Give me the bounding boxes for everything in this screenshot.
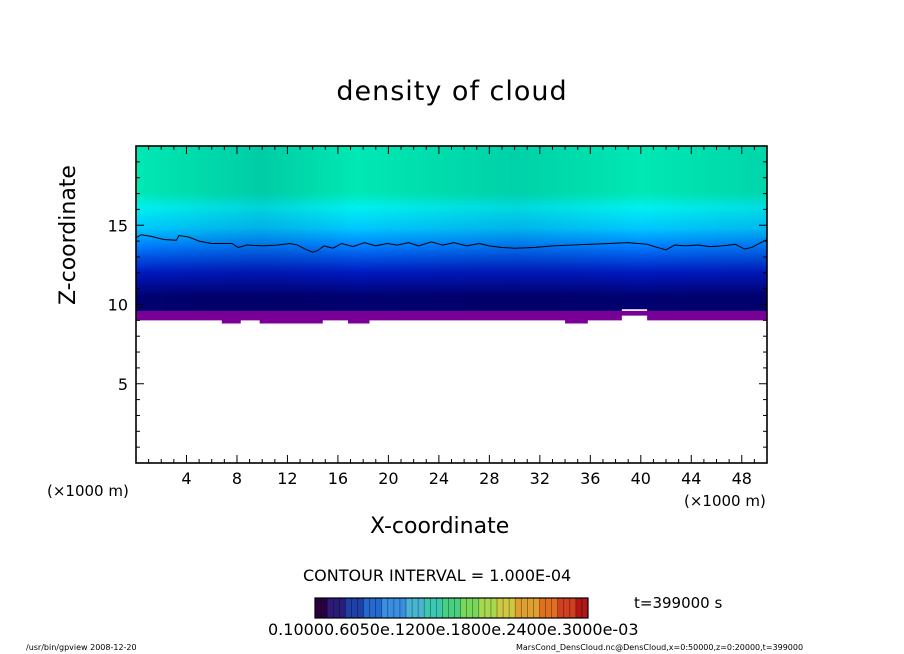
y-tick-label: 15 [108, 216, 128, 235]
x-tick-label: 12 [277, 469, 297, 488]
colorbar-cell [515, 598, 522, 618]
colorbar-cell [327, 598, 334, 618]
colorbar-cell [363, 598, 370, 618]
colorbar-cell [569, 598, 577, 618]
colorbar [314, 597, 589, 619]
colorbar-cell [503, 598, 510, 618]
x-unit-right: (×1000 m) [684, 492, 766, 510]
cloud-base-band [136, 310, 767, 324]
x-tick-label: 24 [429, 469, 449, 488]
contour-interval-label: CONTOUR INTERVAL = 1.000E-04 [303, 566, 572, 585]
colorbar-cell [484, 598, 492, 618]
colorbar-labels: 0.10000.6050e.1200e.1800e.2400e.3000e-03 [268, 620, 639, 639]
colorbar-cell [460, 598, 468, 618]
time-label: t=399000 s [634, 594, 723, 612]
colorbar-cell [369, 598, 377, 618]
footer-left: /usr/bin/gpview 2008-12-20 [26, 643, 137, 652]
x-axis-label: X-coordinate [370, 514, 510, 539]
x-tick-label: 32 [530, 469, 550, 488]
colorbar-cell [393, 598, 401, 618]
x-tick-label: 48 [732, 469, 752, 488]
x-unit-left: (×1000 m) [47, 482, 129, 500]
colorbar-cell [321, 598, 328, 618]
colorbar-cell [497, 598, 504, 618]
colorbar-cell [478, 598, 486, 618]
colorbar-cell [557, 598, 565, 618]
x-tick-label: 36 [580, 469, 600, 488]
colorbar-cell [545, 598, 552, 618]
x-tick-label: 28 [479, 469, 499, 488]
colorbar-cell [581, 598, 589, 618]
colorbar-cell [418, 598, 425, 618]
colorbar-cell [357, 598, 364, 618]
colorbar-cell [436, 598, 443, 618]
y-axis-label: Z-coordinate [56, 165, 81, 305]
colorbar-cell [563, 598, 571, 618]
colorbar-cell [387, 598, 395, 618]
colorbar-cell [339, 598, 346, 618]
colorbar-cell [424, 598, 431, 618]
colorbar-cell [472, 598, 480, 618]
colorbar-cell [490, 598, 498, 618]
x-tick-label: 4 [181, 469, 191, 488]
colorbar-cell [551, 598, 559, 618]
y-tick-label: 10 [108, 296, 128, 315]
x-tick-label: 40 [631, 469, 651, 488]
colorbar-cell [381, 598, 389, 618]
x-tick-label: 8 [232, 469, 242, 488]
colorbar-cell [533, 598, 540, 618]
colorbar-cell [345, 598, 352, 618]
colorbar-cell [406, 598, 413, 618]
colorbar-cell [527, 598, 534, 618]
colorbar-cell [575, 598, 583, 618]
x-tick-label: 20 [378, 469, 398, 488]
axis-ticks [136, 146, 767, 463]
x-tick-label: 16 [328, 469, 348, 488]
colorbar-cell [521, 598, 528, 618]
chart-title: density of cloud [336, 76, 568, 107]
colorbar-cell [333, 598, 340, 618]
colorbar-cell [399, 598, 407, 618]
colorbar-cell [509, 598, 516, 618]
colorbar-cell [539, 598, 546, 618]
colorbar-cell [351, 598, 358, 618]
colorbar-cell [375, 598, 383, 618]
colorbar-cell [430, 598, 437, 618]
x-tick-label: 44 [681, 469, 701, 488]
colorbar-frame [314, 597, 589, 619]
colorbar-cell [315, 598, 322, 618]
y-tick-label: 5 [118, 375, 128, 394]
cloud-density-shading [136, 146, 767, 318]
colorbar-cell [442, 598, 449, 618]
footer-right: MarsCond_DensCloud.nc@DensCloud,x=0:5000… [516, 643, 804, 652]
contour-line [135, 234, 768, 253]
colorbar-cell [454, 598, 461, 618]
colorbar-cell [466, 598, 474, 618]
colorbar-cell [448, 598, 455, 618]
colorbar-cell [412, 598, 419, 618]
